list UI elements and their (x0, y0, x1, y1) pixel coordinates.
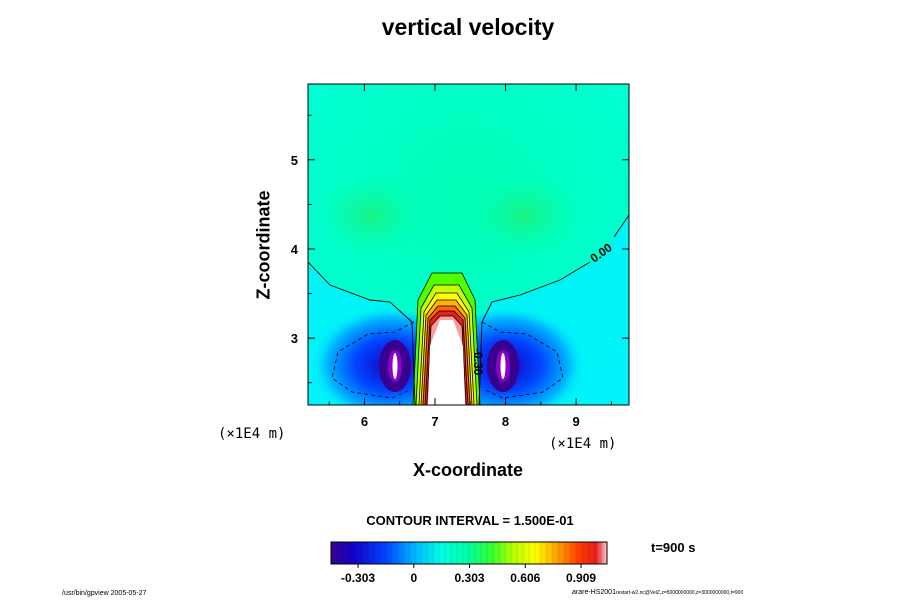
y-axis-label: Z-coordinate (253, 190, 274, 300)
colorbar-tick-label-4: 0.909 (566, 571, 596, 585)
x-unit-label-left: (×1E4 m) (218, 426, 286, 442)
x-tick-label-2: 8 (502, 414, 509, 429)
contour-label-neg: -0.30 (471, 348, 485, 376)
footer-source-sub: restart-w2.nc@VelZ,z=5000000000,z=300000… (615, 590, 744, 596)
x-tick-label-3: 9 (572, 414, 579, 429)
colorbar-fill (330, 541, 608, 565)
colorbar-tick-label-2: 0.303 (455, 571, 485, 585)
neg-contour-left (331, 321, 415, 399)
footer-command: /usr/bin/gpview 2005-05-27 (62, 590, 147, 597)
colorbar-tick-label-1: 0 (410, 571, 417, 585)
zero-contour-right (478, 261, 591, 405)
x-axis-label: X-coordinate (412, 460, 523, 480)
colorbar: -0.303 0 0.303 0.606 0.909 (330, 541, 608, 585)
zero-contour-left (308, 261, 416, 405)
axis-ticks: 6 7 8 9 3 4 5 (291, 84, 629, 429)
y-tick-label-2: 5 (291, 153, 298, 168)
time-label: t=900 s (651, 540, 696, 555)
contour-field (308, 84, 629, 405)
footer-source-main: arare-HS2001 (572, 589, 616, 596)
chart-title: vertical velocity (381, 14, 555, 40)
plot-frame (307, 83, 630, 406)
x-tick-label-1: 7 (431, 414, 438, 429)
footer-source: arare-HS2001restart-w2.nc@VelZ,z=5000000… (572, 589, 743, 596)
contour-interval-label: CONTOUR INTERVAL = 1.500E-01 (366, 513, 574, 528)
x-tick-label-0: 6 (361, 414, 368, 429)
y-tick-label-1: 4 (291, 242, 299, 257)
y-tick-label-0: 3 (291, 331, 298, 346)
colorbar-tick-label-3: 0.606 (510, 571, 540, 585)
x-unit-label-right: (×1E4 m) (549, 436, 617, 452)
colorbar-tick-label-0: -0.303 (341, 571, 375, 585)
